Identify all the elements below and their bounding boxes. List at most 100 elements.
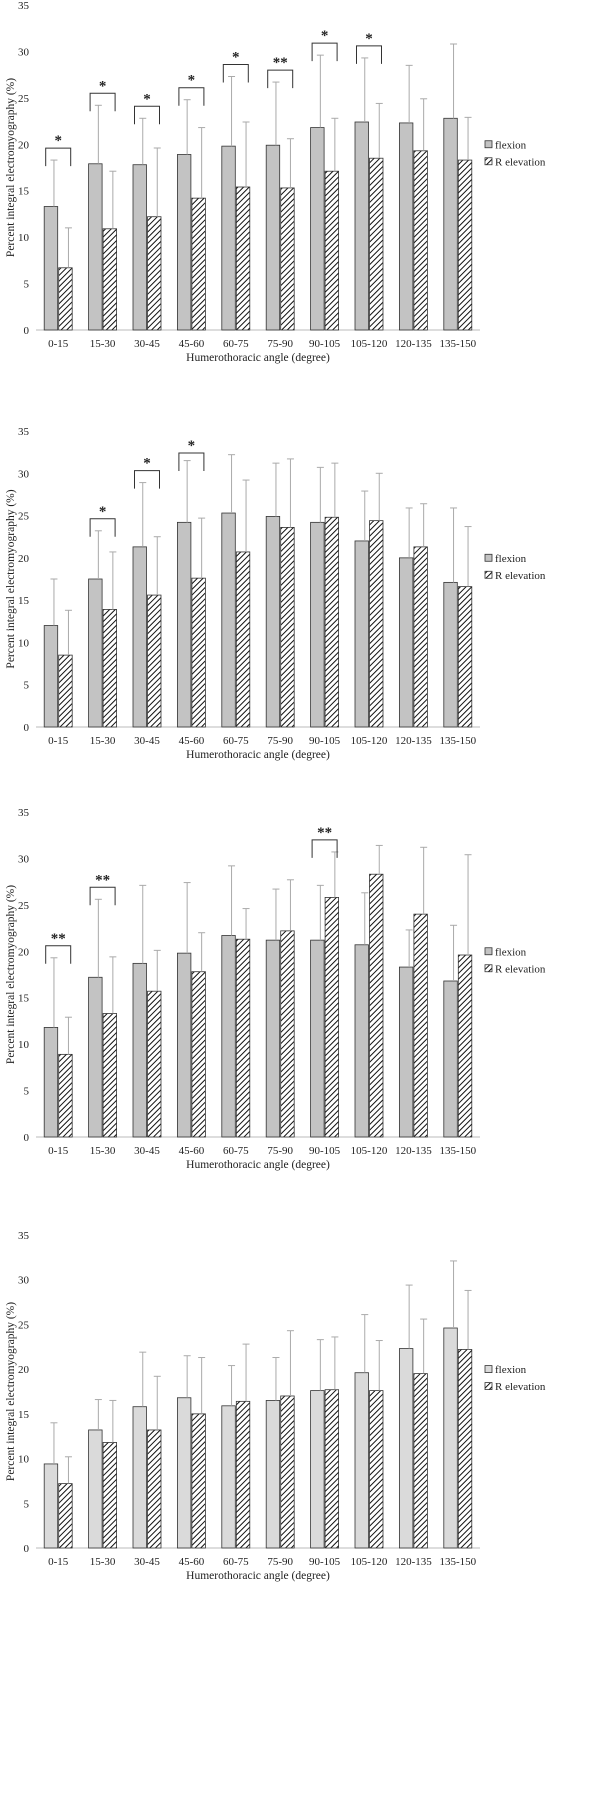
legend-swatch-flexion [484,1365,493,1373]
x-tick-label: 75-90 [267,338,293,350]
x-tick-label: 15-30 [90,1145,116,1157]
bar-r-elevation [457,1349,473,1549]
significance-marker: ** [317,825,332,841]
significance-marker: * [188,438,196,454]
chart-panel-3: 0 5 10 15 20 25 30 35 Percent integral electromy… [5,807,546,1171]
x-tick-label: 90-105 [309,1556,341,1568]
x-axis-title: Humerothoracic angle (degree) [186,1570,330,1582]
bar-flexion [398,122,414,331]
bar-r-elevation [102,1442,117,1549]
bar-flexion [265,516,281,728]
bar-r-elevation [147,990,162,1138]
bar-r-elevation [457,586,473,728]
bar-r-elevation [191,197,206,331]
x-tick-label: 0-15 [48,1556,69,1568]
y-tick-label: 30 [18,46,30,58]
bar-r-elevation [457,954,473,1138]
y-tick-label: 30 [18,853,30,865]
legend-label-flexion: flexion [495,139,527,151]
y-tick-label: 20 [18,553,30,565]
y-tick-label: 10 [18,637,30,649]
x-tick-label: 30-45 [134,735,160,747]
legend-label-r-elevation: R elevation [495,963,546,975]
legend-swatch-r-elevation [484,570,493,579]
bar-flexion [88,163,103,331]
bar-r-elevation [413,150,428,331]
bar-r-elevation [191,1413,206,1549]
x-tick-label: 90-105 [309,735,341,747]
x-axis-title: Humerothoracic angle (degree) [186,1159,330,1171]
x-tick-label: 0-15 [48,735,69,747]
x-tick-label: 120-135 [395,338,432,350]
y-tick-label: 0 [24,1543,30,1555]
significance-bracket [356,45,382,64]
significance-marker: * [232,50,240,66]
bar-r-elevation [457,159,473,331]
bar-flexion [354,944,369,1138]
bar-flexion [265,144,281,331]
bar-flexion [88,578,103,728]
y-axis-title: Percent integral electromyography (%) [5,885,17,1064]
bar-flexion [265,939,281,1138]
bar-r-elevation [58,654,73,728]
bar-r-elevation [413,546,428,728]
bar-r-elevation [235,938,251,1138]
y-tick-label: 20 [18,139,30,151]
bar-r-elevation [102,609,117,728]
bar-r-elevation [324,897,340,1138]
bar-flexion [398,557,414,728]
bar-r-elevation [280,930,295,1138]
x-tick-label: 45-60 [179,1145,205,1157]
significance-bracket [89,92,116,112]
legend-label-r-elevation: R elevation [495,570,546,582]
bar-flexion [221,512,236,728]
bar-flexion [132,164,147,331]
x-tick-label: 120-135 [395,1556,432,1568]
x-axis-title: Humerothoracic angle (degree) [186,352,330,364]
legend-swatch-r-elevation [484,964,493,973]
significance-bracket [267,69,294,89]
x-tick-label: 15-30 [90,1556,116,1568]
bar-r-elevation [280,187,295,331]
y-tick-label: 30 [18,468,30,480]
legend-label-flexion: flexion [495,946,527,958]
legend-label-r-elevation: R elevation [495,1381,546,1393]
significance-bracket [45,945,72,964]
significance-bracket [89,518,116,537]
x-tick-label: 105-120 [351,735,388,747]
y-axis-title: Percent integral electromyography (%) [5,489,17,668]
significance-bracket [222,64,249,83]
x-tick-label: 30-45 [134,1556,160,1568]
y-tick-label: 0 [24,722,30,734]
bar-flexion [310,127,325,331]
bar-flexion [310,521,325,728]
bar-flexion [88,976,103,1138]
bar-flexion [176,1397,192,1549]
x-tick-label: 75-90 [267,1145,293,1157]
legend-label-r-elevation: R elevation [495,156,546,168]
bar-flexion [88,1429,103,1549]
y-tick-label: 20 [18,946,30,958]
legend-label-flexion: flexion [495,1364,527,1376]
bar-r-elevation [147,216,162,331]
x-tick-label: 45-60 [179,1556,205,1568]
significance-bracket [134,470,160,489]
bar-flexion [132,1406,147,1549]
bar-flexion [398,1348,414,1549]
y-axis-title: Percent integral electromyography (%) [5,1302,17,1481]
y-tick-label: 10 [18,1039,30,1051]
x-tick-label: 135-150 [439,338,476,350]
legend-swatch-flexion [484,140,493,149]
x-tick-label: 105-120 [351,1145,388,1157]
bar-r-elevation [324,516,340,728]
x-tick-label: 45-60 [179,735,205,747]
legend-swatch-flexion [484,947,493,956]
significance-bracket [178,87,205,106]
bar-r-elevation [369,520,384,728]
legend-swatch-r-elevation [484,157,493,166]
bar-flexion [221,1405,236,1549]
bar-flexion [43,206,59,331]
significance-marker: * [143,456,151,472]
significance-bracket [45,147,72,167]
significance-bracket [178,452,205,471]
